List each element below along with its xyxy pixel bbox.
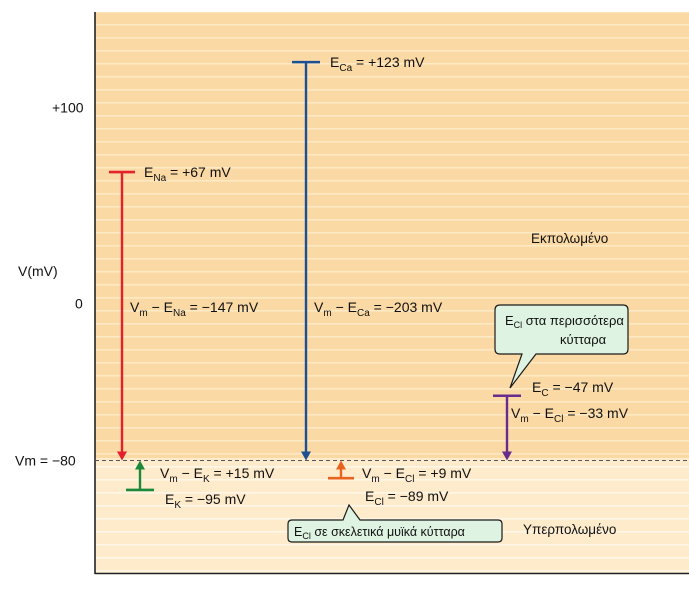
ion-mark-cl_muscle <box>328 460 354 480</box>
callout-most-line2: κύτταρα <box>560 332 607 347</box>
arrowhead-na <box>117 451 127 461</box>
callout-most-line1: ECl στα περισσότερα <box>505 313 624 330</box>
potential-label-cl_most: EC = −47 mV <box>532 379 614 399</box>
hyperpolarized-region <box>95 458 689 573</box>
arrowhead-ca <box>301 451 311 461</box>
arrowhead-cl_most <box>502 451 512 461</box>
arrowhead-k <box>135 460 145 470</box>
arrowhead-cl_muscle <box>336 460 346 470</box>
ion-mark-ca <box>292 60 320 461</box>
potential-label-k: EK = −95 mV <box>165 491 246 511</box>
ion-mark-k <box>126 460 154 492</box>
hyperpolarized-label: Υπερπολωμένο <box>523 522 616 537</box>
depolarized-label: Εκπολωμένο <box>531 231 608 246</box>
drive-label-k: Vm − EK = +15 mV <box>160 465 275 485</box>
axis-tick-label: Vm = −80 <box>15 453 76 469</box>
axis-tick-label: 0 <box>75 296 83 312</box>
potential-label-na: ENa = +67 mV <box>144 164 231 184</box>
depolarized-region <box>95 12 689 458</box>
drive-label-cl_muscle: Vm − ECl = +9 mV <box>362 465 472 485</box>
drive-label-ca: Vm − ECa = −203 mV <box>314 299 443 319</box>
potential-label-ca: ECa = +123 mV <box>330 54 425 74</box>
axis-title: V(mV) <box>18 263 58 279</box>
potential-label-cl_muscle: ECl = −89 mV <box>365 488 449 508</box>
ion-mark-na <box>109 170 135 461</box>
axis-tick-label: +100 <box>52 99 84 115</box>
drive-label-cl_most: Vm − ECl = −33 mV <box>511 405 629 425</box>
drive-label-na: Vm − ENa = −147 mV <box>130 299 259 319</box>
ion-mark-cl_most <box>493 394 521 461</box>
callout-cl-skeletal-muscle: ECl σε σκελετικά μυϊκά κύτταρα <box>287 503 503 543</box>
callout-cl-most-cells: ECl στα περισσότερα κύτταρα <box>494 304 629 389</box>
callout-muscle-text: ECl σε σκελετικά μυϊκά κύτταρα <box>294 525 465 541</box>
